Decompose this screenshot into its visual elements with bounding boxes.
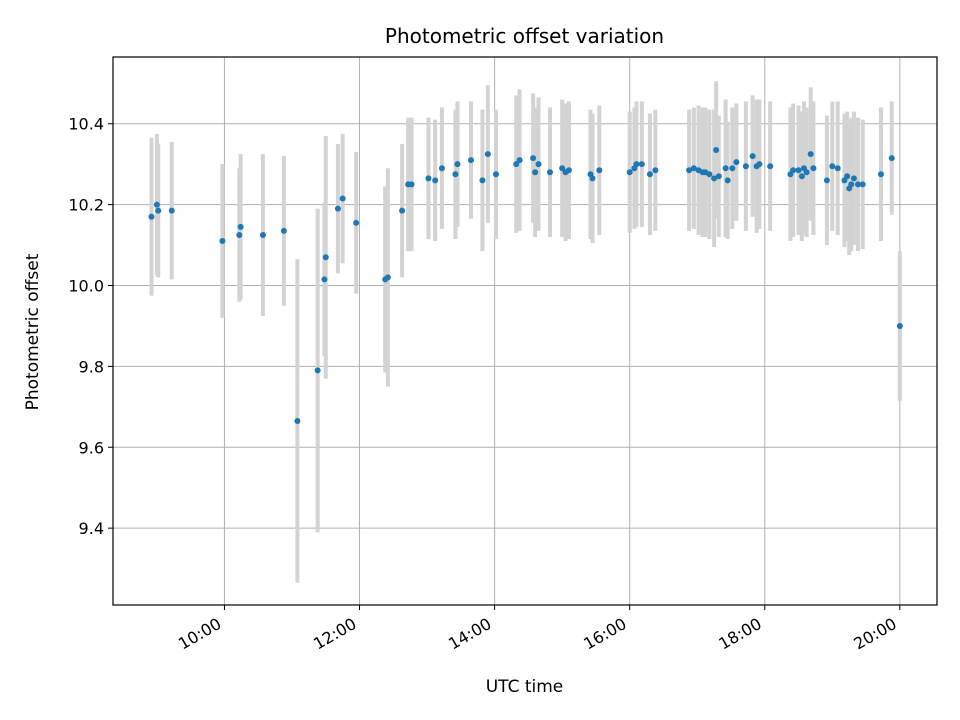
chart-title: Photometric offset variation [385,24,664,48]
data-points [148,147,903,424]
data-point [848,181,855,188]
data-point [294,417,301,424]
data-point [715,173,722,180]
data-point [686,167,693,174]
y-tick-label: 10.4 [68,115,104,134]
data-point [729,165,736,172]
data-point [535,161,542,168]
y-tick-label: 9.8 [79,357,104,376]
data-point [596,167,603,174]
data-point [565,167,572,174]
data-point [532,169,539,176]
data-point [479,177,486,184]
data-point [467,157,474,164]
data-point [690,165,697,172]
data-point [850,175,857,182]
data-point [454,161,461,168]
data-point [713,147,720,154]
data-point [236,231,243,238]
y-tick-label: 9.6 [79,438,104,457]
data-point [408,181,415,188]
data-point [706,171,713,178]
data-point [888,155,895,162]
data-point [803,169,810,176]
data-point [646,171,653,178]
data-point [155,207,162,214]
data-point [749,153,756,160]
data-point [322,254,329,261]
data-point [399,207,406,214]
data-point [823,177,830,184]
data-point [722,165,729,172]
data-point [633,161,640,168]
data-point [756,161,763,168]
data-point [237,223,244,230]
data-point [896,322,903,329]
data-point [484,151,491,158]
data-point [559,165,566,172]
data-point [353,219,360,226]
data-point [844,173,851,180]
data-point [334,205,341,212]
x-axis-title: UTC time [486,677,564,697]
data-point [711,175,718,182]
data-point [219,238,226,245]
data-point [834,165,841,172]
data-point [153,201,160,208]
data-point [492,171,499,178]
data-point [321,276,328,283]
y-axis-title: Photometric offset [23,253,43,410]
y-tick-label: 9.4 [79,519,104,538]
y-tick-label: 10.0 [68,277,104,296]
data-point [438,165,445,172]
data-point [513,161,520,168]
data-point [589,175,596,182]
data-point [790,167,797,174]
data-point [314,367,321,374]
data-point [339,195,346,202]
data-point [724,177,731,184]
data-point [795,167,802,174]
data-point [877,171,884,178]
data-point [638,161,645,168]
data-point [854,181,861,188]
data-point [807,151,814,158]
data-point [280,227,287,234]
data-point [810,165,817,172]
data-point [767,163,774,170]
data-point [652,167,659,174]
data-point [546,169,553,176]
data-point [168,207,175,214]
data-point [452,171,459,178]
data-point [798,173,805,180]
data-point [742,163,749,170]
data-point [626,169,633,176]
data-point [425,175,432,182]
plot-frame [112,56,938,606]
data-point [530,155,537,162]
data-point [384,274,391,281]
data-point [733,159,740,166]
data-point [829,163,836,170]
data-point [432,177,439,184]
data-point [148,213,155,220]
data-point [259,231,266,238]
data-point [859,181,866,188]
data-point [516,157,523,164]
y-tick-label: 10.2 [68,196,104,215]
